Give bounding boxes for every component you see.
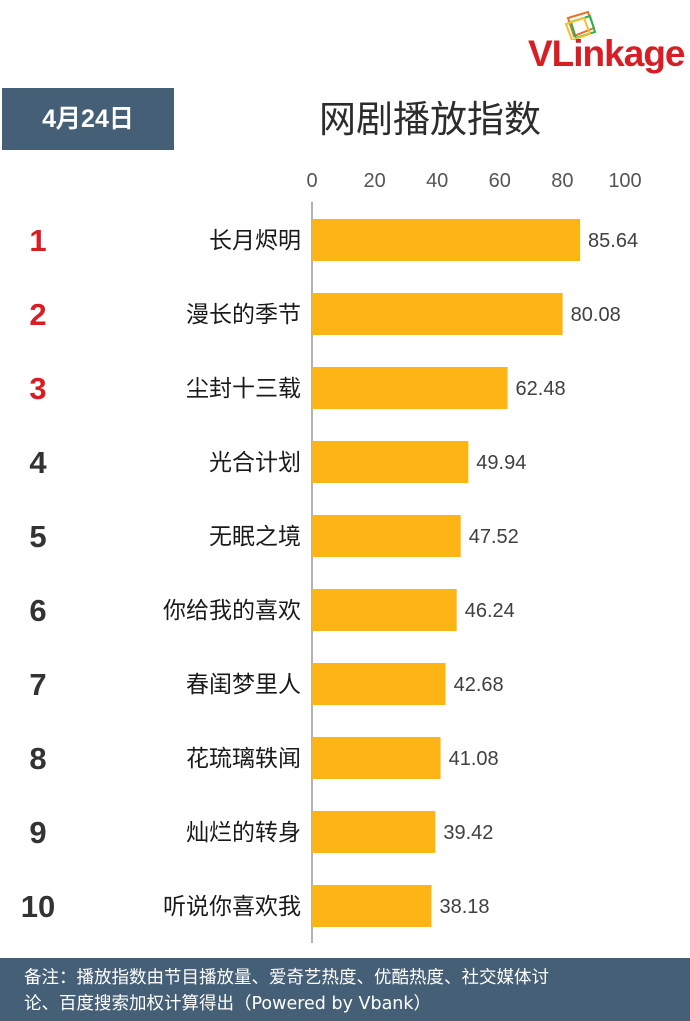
x-tick-label: 60	[489, 170, 511, 192]
category-label: 漫长的季节	[186, 302, 301, 328]
bar	[312, 367, 508, 409]
logo-emblem-icon	[564, 10, 597, 40]
x-tick-label: 100	[608, 170, 641, 192]
category-label: 你给我的喜欢	[163, 598, 301, 624]
x-tick-label: 0	[306, 170, 317, 192]
category-label: 长月烬明	[209, 228, 301, 254]
chart-title: 网剧播放指数	[319, 98, 541, 141]
rank-number: 7	[29, 667, 46, 702]
footer-note: 备注：播放指数由节目播放量、爱奇艺热度、优酷热度、社交媒体讨 论、百度搜索加权计…	[0, 958, 690, 1021]
rank-number: 9	[29, 815, 46, 850]
bar	[312, 811, 436, 853]
category-label: 无眠之境	[209, 524, 301, 550]
x-tick-label: 40	[426, 170, 448, 192]
footer-line-2: 论、百度搜索加权计算得出（Powered by Vbank）	[24, 994, 432, 1014]
bar	[312, 885, 432, 927]
bar-chart: 0 20 40 60 80 100 1 长月烬明 85.64 2 漫长的季节 80.08 3 尘封十三载…	[21, 170, 642, 943]
rank-number: 3	[29, 371, 46, 406]
bar	[312, 589, 457, 631]
value-label: 85.64	[588, 230, 638, 252]
bar-rows: 1 长月烬明 85.64 2 漫长的季节 80.08 3 尘封十三载 62.48 4 光合计划 49.…	[21, 219, 638, 927]
value-label: 41.08	[449, 748, 499, 770]
bar	[312, 515, 461, 557]
bar	[312, 293, 563, 335]
footer-line-1: 备注：播放指数由节目播放量、爱奇艺热度、优酷热度、社交媒体讨	[24, 968, 549, 988]
x-tick-label: 20	[363, 170, 385, 192]
bar-row: 1 长月烬明 85.64	[29, 219, 638, 261]
bar	[312, 219, 581, 261]
logo-text: VLinkage	[528, 33, 685, 74]
x-tick-label: 80	[551, 170, 573, 192]
vlinkage-logo: VLinkage	[528, 10, 685, 78]
bar-row: 4 光合计划 49.94	[29, 441, 526, 483]
rank-number: 5	[29, 519, 46, 554]
rank-number: 2	[29, 297, 46, 332]
bar-row: 5 无眠之境 47.52	[29, 515, 519, 557]
rank-number: 1	[29, 223, 46, 258]
x-axis-ticks: 0 20 40 60 80 100	[306, 170, 641, 192]
bar	[312, 663, 446, 705]
rank-number: 4	[29, 445, 47, 480]
value-label: 80.08	[571, 304, 621, 326]
category-label: 灿烂的转身	[186, 820, 301, 846]
bar-row: 8 花琉璃轶闻 41.08	[29, 737, 499, 779]
category-label: 春闺梦里人	[186, 672, 301, 698]
bar-row: 10 听说你喜欢我 38.18	[21, 885, 490, 927]
value-label: 62.48	[516, 378, 566, 400]
bar-row: 2 漫长的季节 80.08	[29, 293, 621, 335]
bar	[312, 737, 441, 779]
value-label: 49.94	[476, 452, 526, 474]
bar-row: 7 春闺梦里人 42.68	[29, 663, 504, 705]
category-label: 花琉璃轶闻	[186, 746, 301, 772]
value-label: 42.68	[454, 674, 504, 696]
rank-number: 8	[29, 741, 46, 776]
value-label: 46.24	[465, 600, 515, 622]
value-label: 47.52	[469, 526, 519, 548]
value-label: 38.18	[440, 896, 490, 918]
category-label: 光合计划	[209, 450, 301, 476]
category-label: 听说你喜欢我	[163, 894, 301, 920]
rank-number: 10	[21, 889, 55, 924]
bar-row: 3 尘封十三载 62.48	[29, 367, 566, 409]
bar	[312, 441, 469, 483]
bar-row: 9 灿烂的转身 39.42	[29, 811, 493, 853]
rank-number: 6	[29, 593, 46, 628]
category-label: 尘封十三载	[186, 376, 301, 402]
date-badge: 4月24日	[2, 88, 174, 150]
value-label: 39.42	[443, 822, 493, 844]
bar-row: 6 你给我的喜欢 46.24	[29, 589, 515, 631]
